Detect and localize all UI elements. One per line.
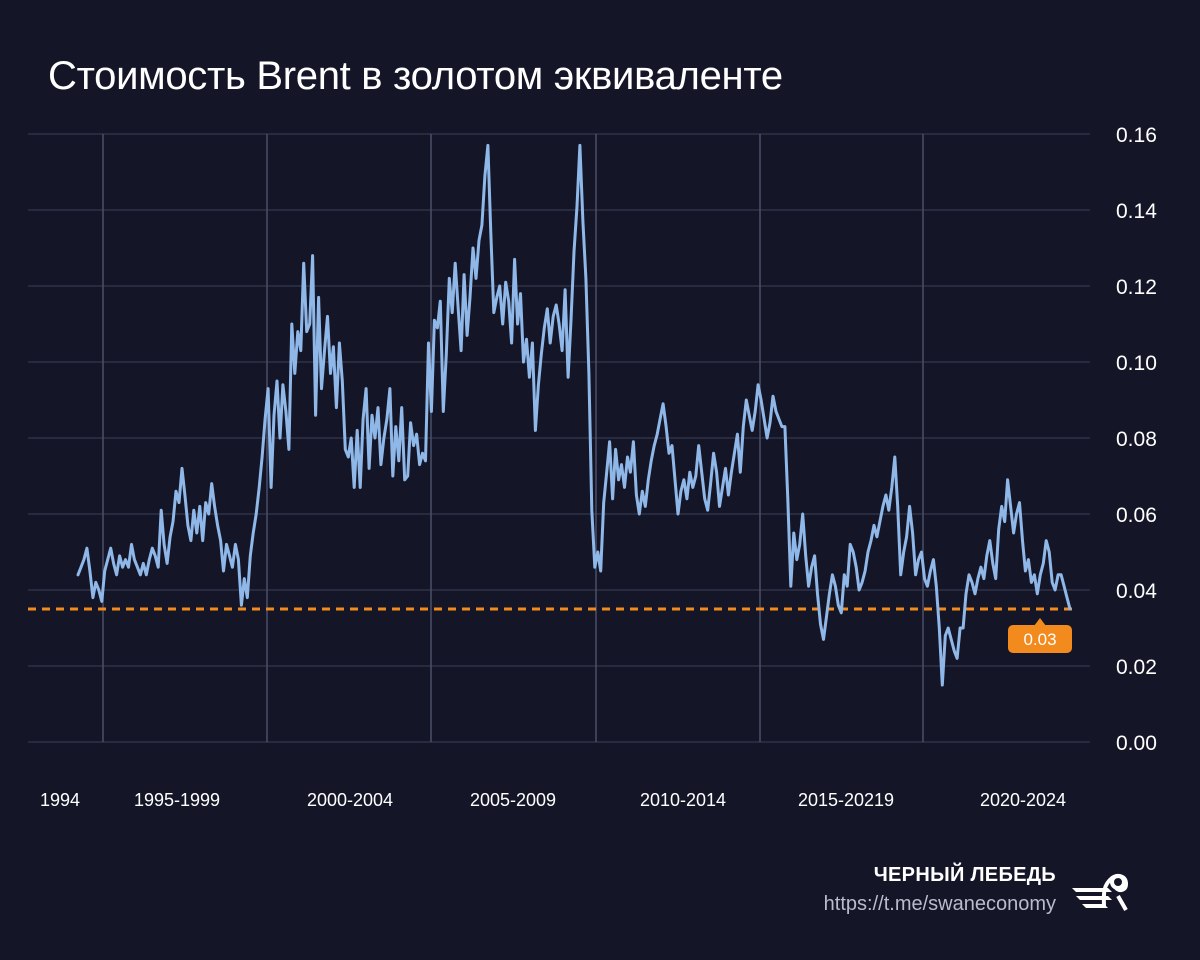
x-tick-label: 2000-2004 <box>307 790 393 810</box>
y-tick-label: 0.16 <box>1116 124 1157 147</box>
brand-url[interactable]: https://t.me/swaneconomy <box>823 893 1056 915</box>
x-tick-label: 1994 <box>40 790 80 810</box>
badge-label: 0.03 <box>1023 630 1056 649</box>
y-tick-label: 0.02 <box>1116 656 1157 679</box>
x-tick-label: 2020-2024 <box>980 790 1066 810</box>
x-tick-label: 1995-1999 <box>134 790 220 810</box>
x-axis-tick-labels: 1994 1995-1999 2000-2004 2005-2009 2010-2014… <box>40 790 1066 810</box>
y-axis-tick-labels: 0.00 0.02 0.04 0.06 0.08 0.10 0.12 0.14 0.16 <box>1116 124 1157 755</box>
x-tick-label: 2010-2014 <box>640 790 726 810</box>
x-tick-label: 2015-20219 <box>798 790 894 810</box>
badge-box <box>1008 625 1072 653</box>
y-tick-label: 0.14 <box>1116 200 1157 223</box>
reference-value-badge: 0.03 <box>1008 618 1072 653</box>
y-tick-label: 0.06 <box>1116 504 1157 527</box>
horizontal-gridlines <box>28 133 1090 743</box>
badge-pointer <box>1034 618 1046 626</box>
brand-name: ЧЕРНЫЙ ЛЕБЕДЬ <box>873 864 1056 886</box>
y-tick-label: 0.12 <box>1116 276 1157 299</box>
vertical-gridlines <box>102 134 924 742</box>
swan-logo-icon <box>1072 874 1129 911</box>
y-tick-label: 0.04 <box>1116 580 1157 603</box>
series-line <box>76 143 1072 687</box>
y-tick-label: 0.10 <box>1116 352 1157 375</box>
y-tick-label: 0.00 <box>1116 732 1157 755</box>
y-tick-label: 0.08 <box>1116 428 1157 451</box>
brand-block: ЧЕРНЫЙ ЛЕБЕДЬ https://t.me/swaneconomy <box>824 864 1056 916</box>
x-tick-label: 2005-2009 <box>470 790 556 810</box>
chart-title: Стоимость Brent в золотом эквиваленте <box>48 54 783 98</box>
